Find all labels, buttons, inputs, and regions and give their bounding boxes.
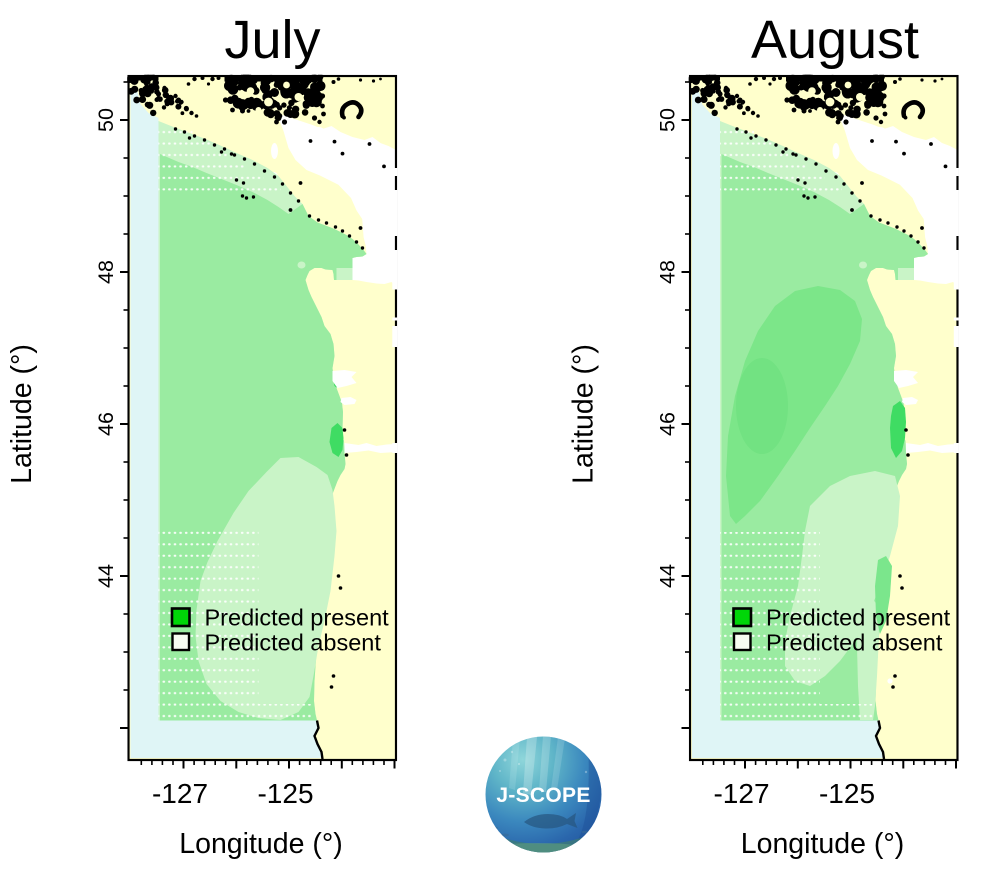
- svg-text:46: 46: [94, 412, 118, 436]
- svg-text:Longitude (°): Longitude (°): [179, 828, 343, 860]
- svg-text:Latitude (°): Latitude (°): [568, 344, 600, 484]
- svg-text:50: 50: [94, 108, 118, 132]
- svg-text:Longitude (°): Longitude (°): [741, 828, 905, 860]
- svg-text:48: 48: [94, 260, 118, 284]
- svg-text:J-SCOPE: J-SCOPE: [496, 784, 590, 807]
- svg-text:44: 44: [94, 564, 118, 588]
- svg-text:-125: -125: [257, 778, 313, 809]
- svg-text:50: 50: [656, 108, 680, 132]
- svg-text:46: 46: [656, 412, 680, 436]
- svg-text:Latitude (°): Latitude (°): [6, 344, 38, 484]
- svg-text:44: 44: [656, 564, 680, 588]
- svg-text:-127: -127: [713, 778, 769, 809]
- svg-text:Predicted present: Predicted present: [205, 605, 390, 631]
- svg-text:Predicted absent: Predicted absent: [205, 630, 382, 656]
- svg-text:-125: -125: [819, 778, 875, 809]
- svg-text:-127: -127: [152, 778, 208, 809]
- svg-text:Predicted present: Predicted present: [766, 605, 951, 631]
- svg-text:July: July: [224, 10, 320, 70]
- svg-text:48: 48: [656, 260, 680, 284]
- svg-text:Predicted absent: Predicted absent: [766, 630, 943, 656]
- svg-text:August: August: [751, 10, 919, 70]
